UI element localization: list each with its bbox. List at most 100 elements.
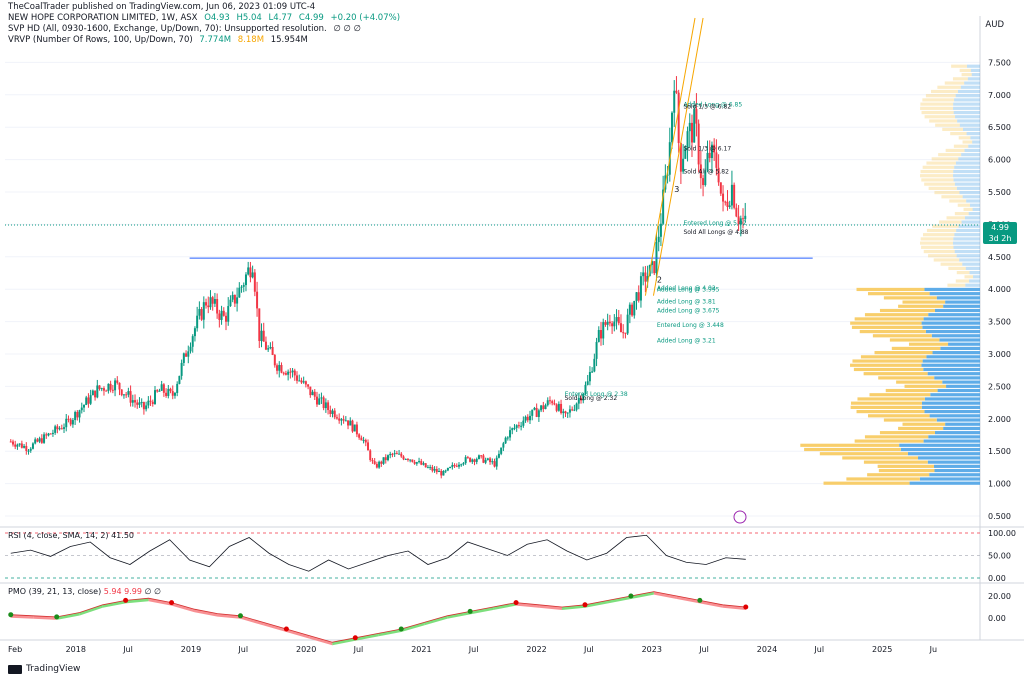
candle-body (351, 420, 354, 432)
candle-body (391, 453, 394, 455)
open-value: O4.93 (204, 13, 230, 23)
candle-body (444, 470, 447, 472)
volume-profile-up-bar (963, 127, 980, 131)
volume-profile-up-bar (923, 317, 980, 321)
candle-body (147, 400, 150, 406)
price-tick-label: 4.000 (988, 285, 1011, 294)
change-value: +0.20 (+4.07%) (330, 13, 401, 23)
candle-body (264, 341, 267, 350)
pmo-signal-dot (697, 597, 703, 603)
volume-profile-down-bar (923, 233, 955, 237)
volume-profile-up-bar (966, 199, 980, 203)
candle-body (595, 341, 598, 359)
volume-profile-down-bar (823, 481, 910, 485)
candle-body (287, 371, 290, 375)
pmo-legend[interactable]: PMO (39, 21, 13, close) 5.94 9.99 ∅ ∅ (8, 587, 161, 596)
volume-profile-down-bar (854, 439, 924, 443)
volume-profile-up-bar (923, 439, 980, 443)
candle-body (511, 428, 514, 431)
candle-body (493, 461, 496, 467)
candle-body (622, 332, 625, 334)
candle-body (455, 465, 458, 467)
rsi-legend[interactable]: RSI (4, close, SMA, 14, 2) 41.50 (8, 531, 134, 540)
volume-profile-down-bar (956, 271, 970, 275)
candle-body (540, 405, 543, 411)
volume-profile-down-bar (952, 77, 968, 81)
candle-body (420, 461, 423, 465)
volume-profile-up-bar (933, 464, 980, 468)
candle-body (515, 425, 518, 428)
symbol-line: NEW HOPE CORPORATION LIMITED, 1W, ASX O4… (8, 13, 404, 24)
volume-profile-down-bar (924, 182, 955, 186)
candle-body (671, 112, 674, 143)
candle-body (200, 309, 203, 320)
candle-body (400, 453, 403, 457)
pmo-band-segment (240, 615, 264, 626)
candle-body (329, 410, 332, 414)
candle-body (480, 455, 483, 457)
candle-body (167, 388, 170, 396)
candle-body (613, 321, 616, 327)
svp-indicator-line[interactable]: SVP HD (All, 0930-1600, Exchange, Up/Dow… (8, 24, 365, 35)
candle-body (327, 402, 330, 411)
volume-profile-down-bar (944, 81, 965, 85)
candle-body (717, 167, 720, 183)
tradingview-logo[interactable]: TradingView (8, 664, 80, 674)
candle-body (722, 193, 725, 202)
candle-body (31, 443, 34, 449)
candle-body (560, 403, 563, 414)
symbol-name[interactable]: NEW HOPE CORPORATION LIMITED, 1W, ASX (8, 13, 198, 23)
candle-body (236, 297, 239, 304)
candle-body (611, 323, 614, 327)
time-tick-label: Jul (583, 645, 594, 654)
volume-profile-down-bar (922, 98, 955, 102)
candle-body (737, 216, 740, 225)
candle-body (371, 460, 374, 462)
vrvp-down: 8.18M (237, 35, 265, 45)
volume-profile-down-bar (851, 325, 923, 329)
time-tick-label: 2025 (872, 645, 892, 654)
candle-body (340, 419, 343, 421)
volume-profile-down-bar (863, 372, 928, 376)
candle-body (573, 409, 576, 411)
candle-body (198, 309, 201, 316)
candle-body (58, 428, 61, 430)
candle-body (733, 184, 736, 208)
trend-channel-line (644, 17, 696, 296)
price-tick-label: 7.500 (988, 58, 1011, 67)
pmo-band-segment (355, 633, 379, 641)
vrvp-indicator-line[interactable]: VRVP (Number Of Rows, 100, Up/Down, 70) … (8, 35, 312, 46)
candle-body (679, 143, 682, 172)
volume-profile-up-bar (948, 342, 980, 346)
candle-body (216, 299, 219, 314)
candle-body (502, 443, 505, 448)
candle-body (411, 459, 414, 462)
vrvp-label: VRVP (Number Of Rows, 100, Up/Down, 70) (8, 35, 193, 45)
candle-body (386, 455, 389, 461)
candle-body (134, 400, 137, 403)
volume-profile-up-bar (954, 182, 980, 186)
candle-body (85, 397, 88, 405)
candle-body (38, 438, 41, 442)
pmo-band-segment (171, 602, 195, 613)
candle-body (491, 461, 494, 463)
candle-body (60, 428, 63, 430)
pmo-band-segment (653, 591, 677, 599)
candle-body (471, 459, 474, 462)
pmo-band-segment (424, 615, 448, 626)
pmo-band-segment (378, 629, 402, 637)
candle-body (213, 299, 216, 304)
candle-body (324, 402, 327, 409)
candle-body (369, 450, 372, 461)
volume-profile-down-bar (852, 359, 923, 363)
candle-body (739, 218, 742, 225)
volume-profile-up-bar (927, 372, 980, 376)
volume-profile-down-bar (921, 178, 954, 182)
volume-profile-down-bar (933, 258, 960, 262)
volume-profile-down-bar (819, 452, 908, 456)
candle-body (182, 353, 185, 363)
candle-body (424, 463, 427, 468)
volume-profile-down-bar (856, 409, 925, 414)
volume-profile-up-bar (925, 329, 980, 334)
